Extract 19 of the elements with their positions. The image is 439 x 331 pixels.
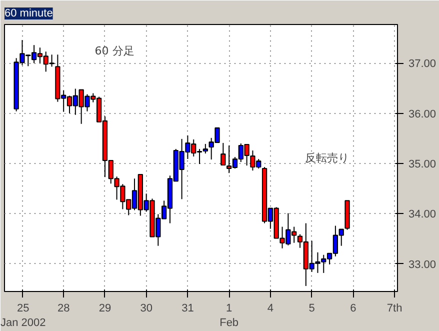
x-tick-label: 1 Feb <box>220 302 239 329</box>
y-tick-label: 33.00 <box>408 258 436 271</box>
x-tick-label: 4 <box>267 302 274 314</box>
x-tick-label: 30 <box>140 302 152 314</box>
x-tick-label: 7th <box>386 302 402 314</box>
x-tick-label: 5 <box>308 302 315 314</box>
x-tick-label: 6 <box>350 302 356 314</box>
y-tick-label: 37.00 <box>408 58 436 70</box>
chart-title: 60 minute <box>4 8 53 20</box>
x-tick-label: 29 <box>98 302 112 314</box>
x-tick-label: 28 <box>57 302 70 314</box>
candlestick <box>220 142 226 166</box>
x-tick-label: 31 <box>182 302 194 314</box>
y-tick-label: 34.00 <box>408 208 436 221</box>
y-tick-label: 35.00 <box>408 158 436 171</box>
x-tick-label: 25 Jan 2002 <box>0 302 46 329</box>
annotation: 60 分足 <box>94 44 134 58</box>
annotation: 反転売り <box>304 152 349 164</box>
y-tick-label: 36.00 <box>408 108 436 120</box>
